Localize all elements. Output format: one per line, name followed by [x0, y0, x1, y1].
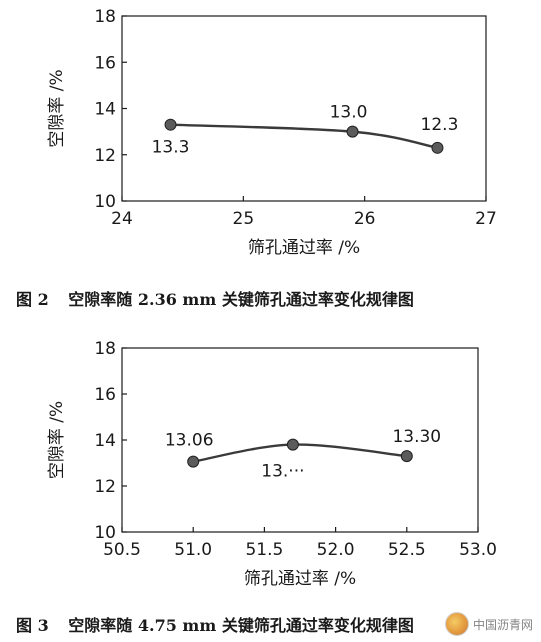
- y-tick-label: 18: [94, 339, 116, 359]
- figure-2-caption-text: 空隙率随 2.36 mm 关键筛孔通过率变化规律图: [68, 290, 414, 309]
- watermark-text: 中国沥青网: [472, 617, 533, 632]
- y-tick-label: 14: [94, 431, 116, 451]
- chart-3: 10 12 14 16 18 50.5 51.0 51.5 52.0 52.5 53.0 筛孔通过率 …: [47, 339, 497, 589]
- figure-3-caption-text: 空隙率随 4.75 mm 关键筛孔通过率变化规律图: [68, 616, 414, 635]
- data-label: 13.3: [152, 138, 190, 158]
- x-axis-title: 筛孔通过率 /%: [244, 569, 356, 589]
- y-tick-label: 18: [94, 7, 116, 27]
- y-tick-label: 10: [94, 523, 116, 543]
- y-tick-label: 12: [94, 477, 116, 497]
- x-tick-label: 52.5: [388, 540, 426, 560]
- watermark: 中国沥青网: [444, 612, 533, 636]
- x-tick-label: 27: [475, 209, 497, 229]
- y-axis-title: 空隙率 /%: [47, 401, 67, 479]
- x-tick-label: 50.5: [103, 540, 141, 560]
- figure-3-number: 图 3: [16, 616, 49, 635]
- y-tick-label: 12: [94, 146, 116, 166]
- figure-3-caption: 图 3 空隙率随 4.75 mm 关键筛孔通过率变化规律图: [16, 612, 414, 636]
- y-tick-label: 16: [94, 385, 116, 405]
- asphalt-logo-icon: [444, 612, 469, 636]
- data-point: [187, 455, 200, 468]
- y-tick-label: 10: [94, 192, 116, 212]
- x-tick-label: 25: [233, 209, 255, 229]
- y-tick-label: 14: [94, 100, 116, 120]
- data-point: [164, 118, 177, 131]
- x-axis-title: 筛孔通过率 /%: [248, 238, 360, 258]
- figure-2-number: 图 2: [16, 290, 49, 309]
- x-tick-label: 53.0: [459, 540, 497, 560]
- data-point: [431, 141, 444, 154]
- x-tick-label: 51.5: [245, 540, 283, 560]
- data-label: 13.0: [330, 103, 368, 123]
- series-line: [170, 123, 438, 149]
- x-tick-label: 24: [111, 209, 133, 229]
- y-tick-label: 16: [94, 53, 116, 73]
- figure-2-caption: 图 2 空隙率随 2.36 mm 关键筛孔通过率变化规律图: [16, 286, 414, 310]
- figure-2: 10 12 14 16 18 24 25 26 27 筛孔通过率 /% 空隙率 /% 13.3 13.0…: [0, 0, 541, 318]
- y-axis-title: 空隙率 /%: [47, 69, 67, 147]
- data-label: 13.30: [392, 427, 441, 447]
- x-tick-label: 26: [354, 209, 376, 229]
- data-point: [286, 438, 299, 451]
- data-label: 13.06: [165, 431, 214, 451]
- x-tick-label: 51.0: [174, 540, 212, 560]
- data-point: [346, 125, 359, 138]
- figure-3: 10 12 14 16 18 50.5 51.0 51.5 52.0 52.5 53.0 筛孔通过率 …: [0, 330, 541, 642]
- chart-2: 10 12 14 16 18 24 25 26 27 筛孔通过率 /% 空隙率 /% 13.3 13.0…: [47, 7, 497, 258]
- data-label: 12.3: [421, 115, 459, 135]
- plot-frame: [121, 15, 487, 202]
- data-label: 13.···: [261, 462, 304, 482]
- x-tick-label: 52.0: [317, 540, 355, 560]
- series-line: [192, 443, 407, 463]
- data-point: [400, 450, 413, 463]
